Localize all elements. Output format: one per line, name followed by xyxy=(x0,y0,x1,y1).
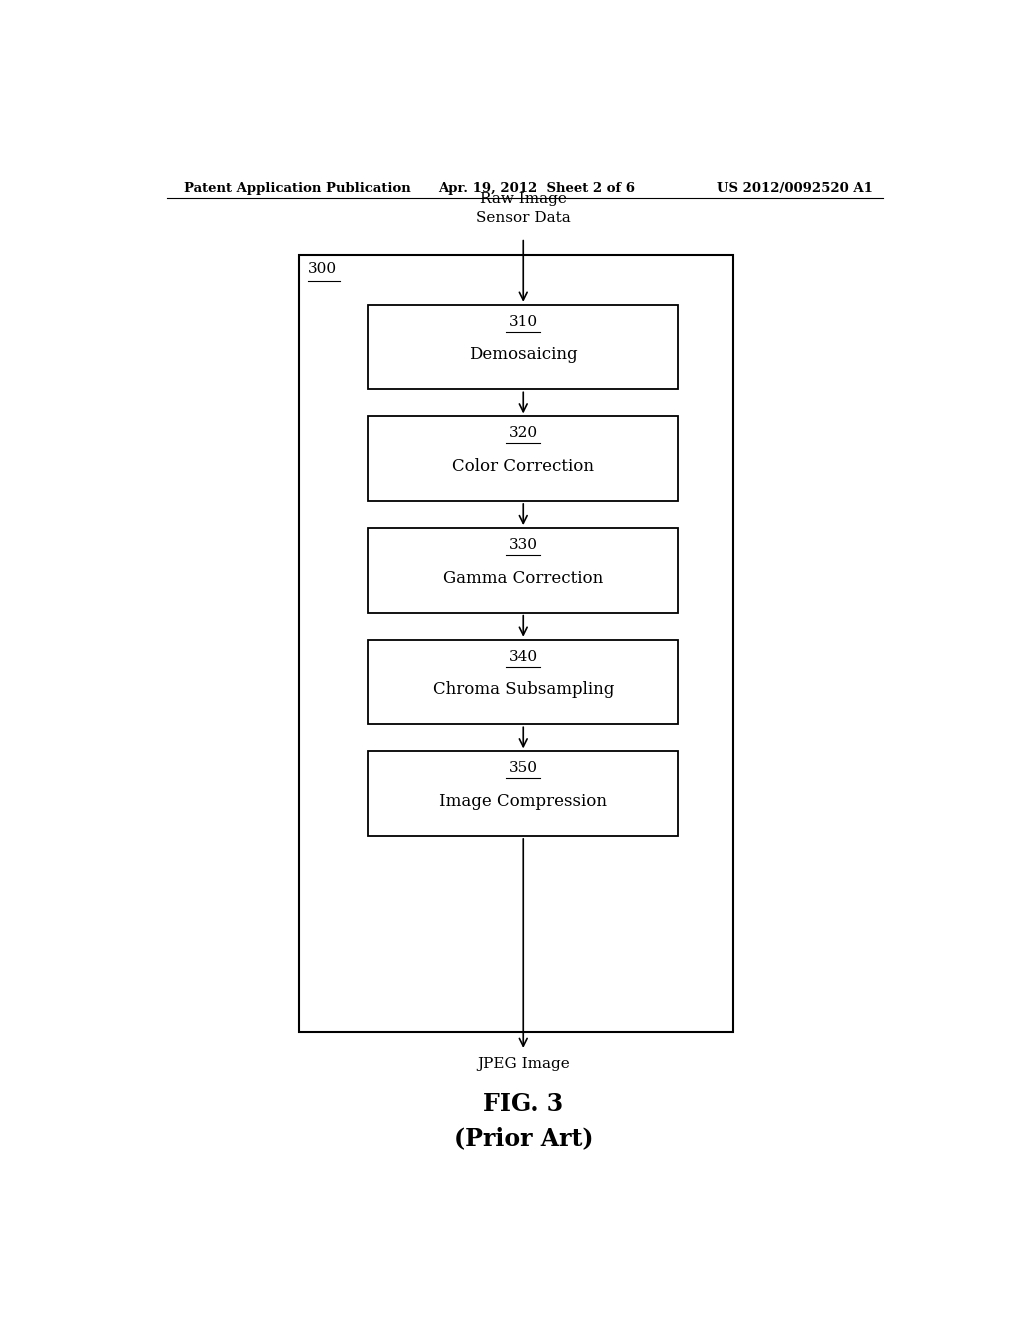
Text: (Prior Art): (Prior Art) xyxy=(454,1126,593,1151)
Text: Gamma Correction: Gamma Correction xyxy=(443,569,603,586)
Bar xyxy=(369,305,678,389)
Bar xyxy=(369,751,678,836)
Bar xyxy=(369,640,678,725)
Text: Chroma Subsampling: Chroma Subsampling xyxy=(432,681,614,698)
Bar xyxy=(369,528,678,612)
Text: Patent Application Publication: Patent Application Publication xyxy=(183,182,411,194)
Text: 310: 310 xyxy=(509,314,538,329)
Text: US 2012/0092520 A1: US 2012/0092520 A1 xyxy=(717,182,872,194)
Text: 300: 300 xyxy=(308,263,337,276)
Bar xyxy=(369,416,678,502)
Bar xyxy=(299,255,732,1032)
Text: Raw Image
Sensor Data: Raw Image Sensor Data xyxy=(476,193,570,224)
Text: 340: 340 xyxy=(509,649,538,664)
Text: Color Correction: Color Correction xyxy=(453,458,594,475)
Text: 350: 350 xyxy=(509,762,538,775)
Text: Demosaicing: Demosaicing xyxy=(469,346,578,363)
Text: 330: 330 xyxy=(509,539,538,552)
Text: Image Compression: Image Compression xyxy=(439,793,607,810)
Text: FIG. 3: FIG. 3 xyxy=(483,1092,563,1115)
Text: Apr. 19, 2012  Sheet 2 of 6: Apr. 19, 2012 Sheet 2 of 6 xyxy=(438,182,635,194)
Text: JPEG Image: JPEG Image xyxy=(477,1057,569,1071)
Text: 320: 320 xyxy=(509,426,538,441)
